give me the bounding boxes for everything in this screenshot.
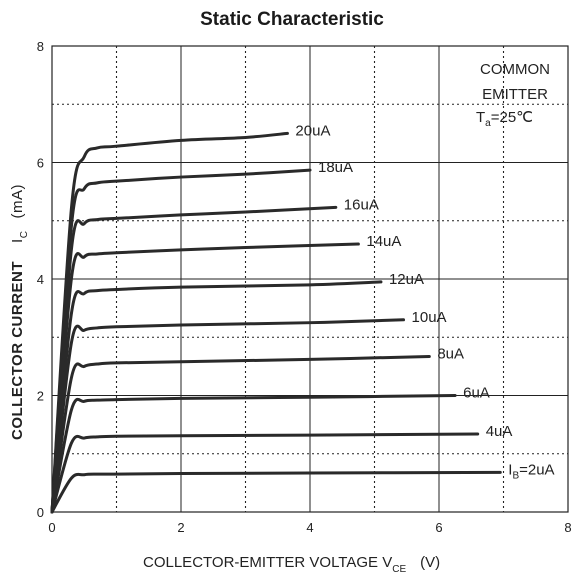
curve-12ua <box>50 280 383 514</box>
curve-i2ua <box>50 470 502 514</box>
annotation-line-2: EMITTER <box>482 86 548 103</box>
y-tick-label: 6 <box>37 156 44 171</box>
curve-label: 20uA <box>295 122 330 139</box>
x-axis-label: COLLECTOR-EMITTER VOLTAGE VCE (V) <box>143 554 440 575</box>
x-tick-labels: 0 2 4 6 8 <box>48 520 571 535</box>
annotation-line-3: Ta=25℃ <box>476 109 533 129</box>
y-axis-label-group: COLLECTOR CURRENTIC(mA) <box>9 184 30 440</box>
curve-label: 10uA <box>412 309 447 326</box>
curve-label: 16uA <box>344 196 379 213</box>
curve-18ua <box>50 168 312 514</box>
x-tick-label: 8 <box>564 520 571 535</box>
x-tick-label: 6 <box>435 520 442 535</box>
curve-label: IB=2uA <box>508 461 554 481</box>
y-tick-label: 4 <box>37 272 44 287</box>
axes <box>51 45 569 513</box>
x-tick-label: 0 <box>48 520 55 535</box>
x-tick-label: 2 <box>177 520 184 535</box>
plot-frame <box>51 45 569 513</box>
y-axis-label: COLLECTOR CURRENTIC(mA) <box>9 184 30 440</box>
curve-16ua <box>50 205 338 514</box>
y-tick-label: 2 <box>37 389 44 404</box>
y-tick-labels: 0 2 4 6 8 <box>37 39 44 520</box>
curve-label: 12uA <box>389 271 424 288</box>
curve-6ua <box>50 394 457 514</box>
x-tick-label: 4 <box>306 520 313 535</box>
annotation-line-1: COMMON <box>480 61 550 78</box>
curve-label: 14uA <box>366 233 401 250</box>
curves <box>50 131 502 514</box>
chart-title: Static Characteristic <box>200 9 384 30</box>
curve-8ua <box>50 354 431 514</box>
curve-label: 4uA <box>486 423 513 440</box>
curve-10ua <box>50 318 406 514</box>
y-tick-label: 8 <box>37 39 44 54</box>
curve-4ua <box>50 432 480 514</box>
curve-label: 18uA <box>318 159 353 176</box>
condition-annotation: COMMON EMITTER Ta=25℃ <box>476 61 550 129</box>
curve-labels: 20uA 18uA 16uA 14uA 12uA 10uA 8uA 6uA 4uA IB=2uA <box>295 122 554 481</box>
curve-14ua <box>50 242 360 514</box>
curve-label: 6uA <box>463 385 490 402</box>
grid <box>52 46 568 512</box>
y-tick-label: 0 <box>37 505 44 520</box>
curve-label: 8uA <box>437 345 464 362</box>
